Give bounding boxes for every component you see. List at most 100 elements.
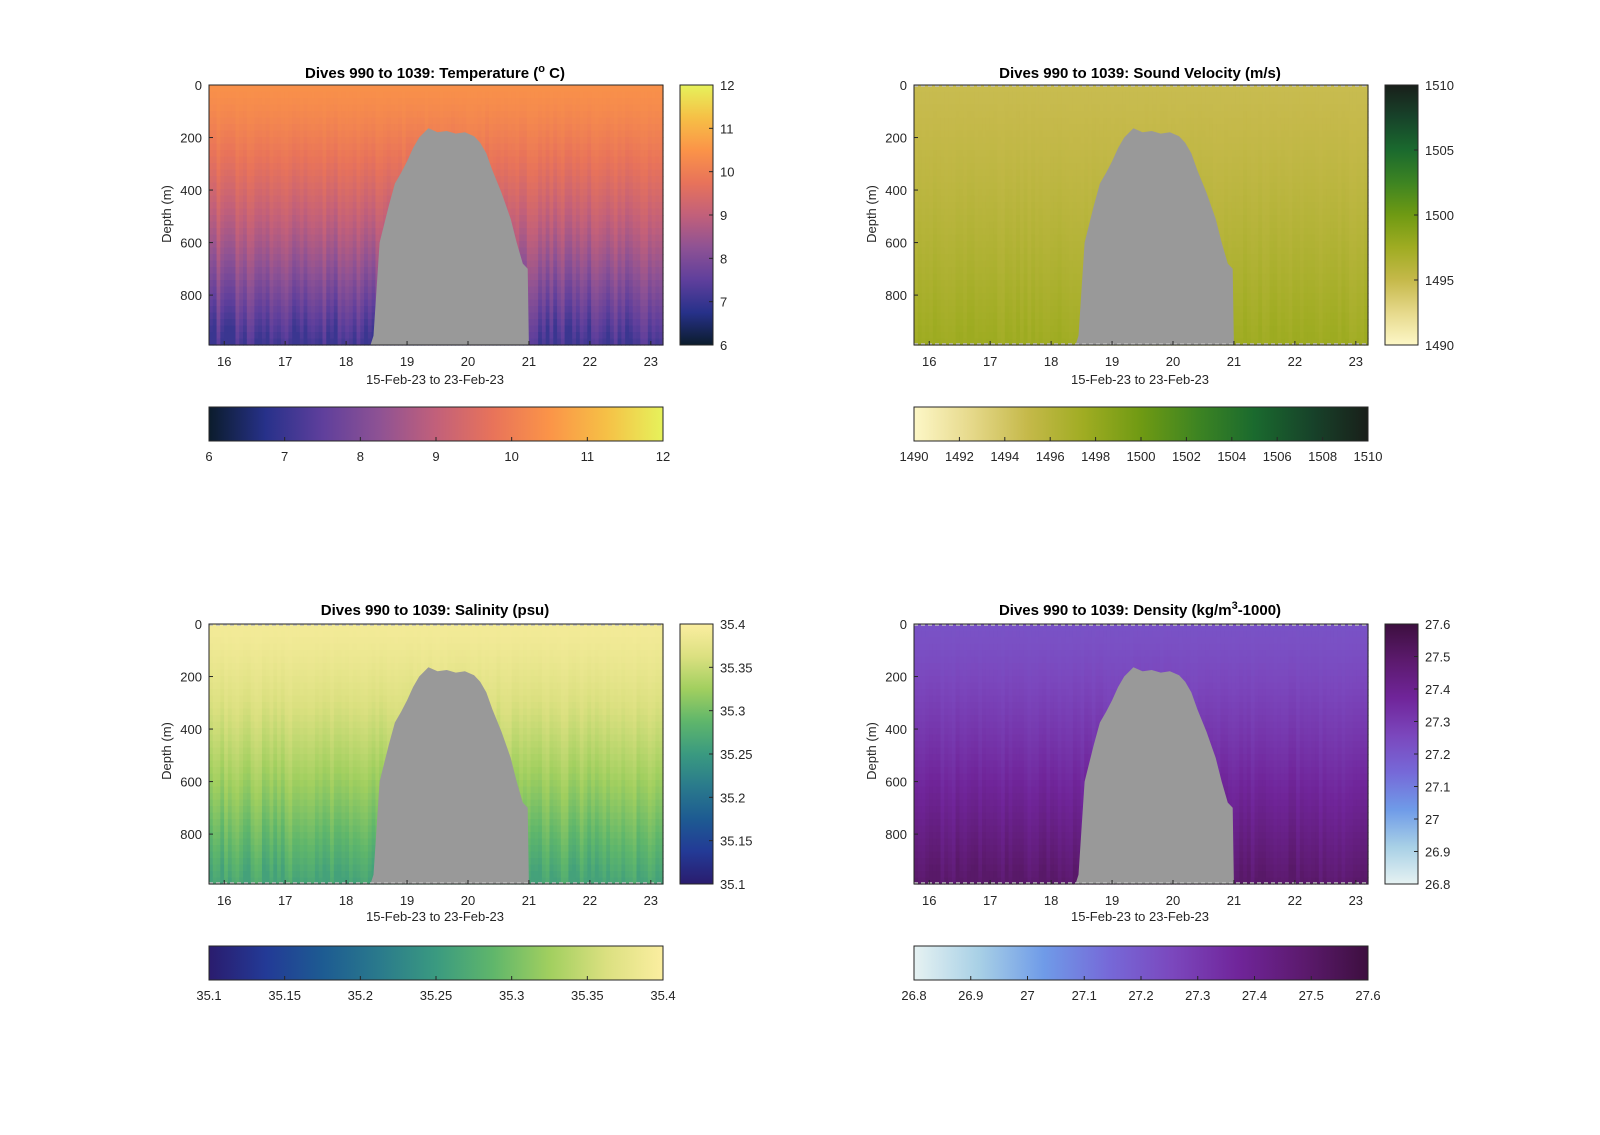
heatmap-cell [497,150,501,157]
heatmap-cell [595,222,599,229]
heatmap-cell [247,105,251,112]
heatmap-cell [629,183,633,190]
heatmap-cell [304,332,308,339]
heatmap-cell [576,150,580,157]
heatmap-cell [595,176,599,183]
heatmap-cell [553,261,557,268]
heatmap-cell [262,118,266,125]
heatmap-cell [580,326,584,333]
heatmap-cell [527,105,531,112]
heatmap-cell [481,105,485,112]
heatmap-cell [606,267,610,274]
heatmap-cell [561,189,565,196]
heatmap-cell [561,248,565,255]
heatmap-cell [330,92,334,99]
heatmap-cell [500,111,504,118]
heatmap-cell [288,183,292,190]
heatmap-cell [307,209,311,216]
heatmap-cell [640,144,644,151]
heatmap-cell [266,92,270,99]
heatmap-cell [364,144,368,151]
heatmap-cell [576,300,580,307]
heatmap-cell [345,189,349,196]
heatmap-cell [523,209,527,216]
heatmap-cell [277,254,281,261]
heatmap-cell [444,105,448,112]
heatmap-cell [220,254,224,261]
heatmap-cell [266,144,270,151]
heatmap-cell [546,215,550,222]
heatmap-cell [323,150,327,157]
heatmap-cell [580,163,584,170]
heatmap-cell [576,261,580,268]
heatmap-cell [591,144,595,151]
heatmap-cell [618,170,622,177]
heatmap-cell [300,215,304,222]
heatmap-cell [576,293,580,300]
heatmap-cell [621,254,625,261]
heatmap-cell [360,202,364,209]
heatmap-cell [504,144,508,151]
heatmap-cell [209,85,213,92]
heatmap-cell [217,157,221,164]
heatmap-cell [296,118,300,125]
heatmap-cell [500,124,504,131]
heatmap-cell [262,274,266,281]
heatmap-cell [497,144,501,151]
heatmap-cell [652,163,656,170]
heatmap-cell [235,98,239,105]
heatmap-cell [357,137,361,144]
heatmap-cell [584,222,588,229]
heatmap-cell [599,254,603,261]
heatmap-cell [474,131,478,138]
heatmap-cell [383,85,387,92]
heatmap-cell [655,92,659,99]
heatmap-cell [228,118,232,125]
heatmap-cell [655,228,659,235]
heatmap-cell [372,105,376,112]
heatmap-cell [379,124,383,131]
heatmap-cell [300,313,304,320]
heatmap-cell [625,222,629,229]
heatmap-cell [341,313,345,320]
heatmap-cell [345,228,349,235]
heatmap-cell [273,280,277,287]
heatmap-cell [557,189,561,196]
heatmap-cell [595,332,599,339]
heatmap-cell [587,137,591,144]
heatmap-cell [228,144,232,151]
heatmap-cell [338,241,342,248]
heatmap-cell [349,124,353,131]
heatmap-cell [311,228,315,235]
heatmap-cell [648,280,652,287]
heatmap-cell [213,196,217,203]
heatmap-cell [281,280,285,287]
heatmap-cell [542,170,546,177]
heatmap-cell [330,274,334,281]
heatmap-cell [531,98,535,105]
heatmap-cell [360,228,364,235]
heatmap-cell [368,150,372,157]
heatmap-cell [519,150,523,157]
heatmap-cell [618,300,622,307]
heatmap-cell [640,280,644,287]
heatmap-cell [527,92,531,99]
heatmap-cell [512,163,516,170]
heatmap-cell [425,92,429,99]
heatmap-cell [300,300,304,307]
heatmap-cell [296,306,300,313]
heatmap-cell [277,124,281,131]
heatmap-cell [330,150,334,157]
heatmap-cell [334,170,338,177]
heatmap-cell [334,280,338,287]
heatmap-cell [584,98,588,105]
heatmap-cell [621,196,625,203]
heatmap-cell [300,261,304,268]
heatmap-cell [531,85,535,92]
heatmap-cell [247,163,251,170]
heatmap-cell [576,287,580,294]
heatmap-cell [239,215,243,222]
heatmap-cell [478,105,482,112]
heatmap-cell [497,111,501,118]
heatmap-cell [595,300,599,307]
